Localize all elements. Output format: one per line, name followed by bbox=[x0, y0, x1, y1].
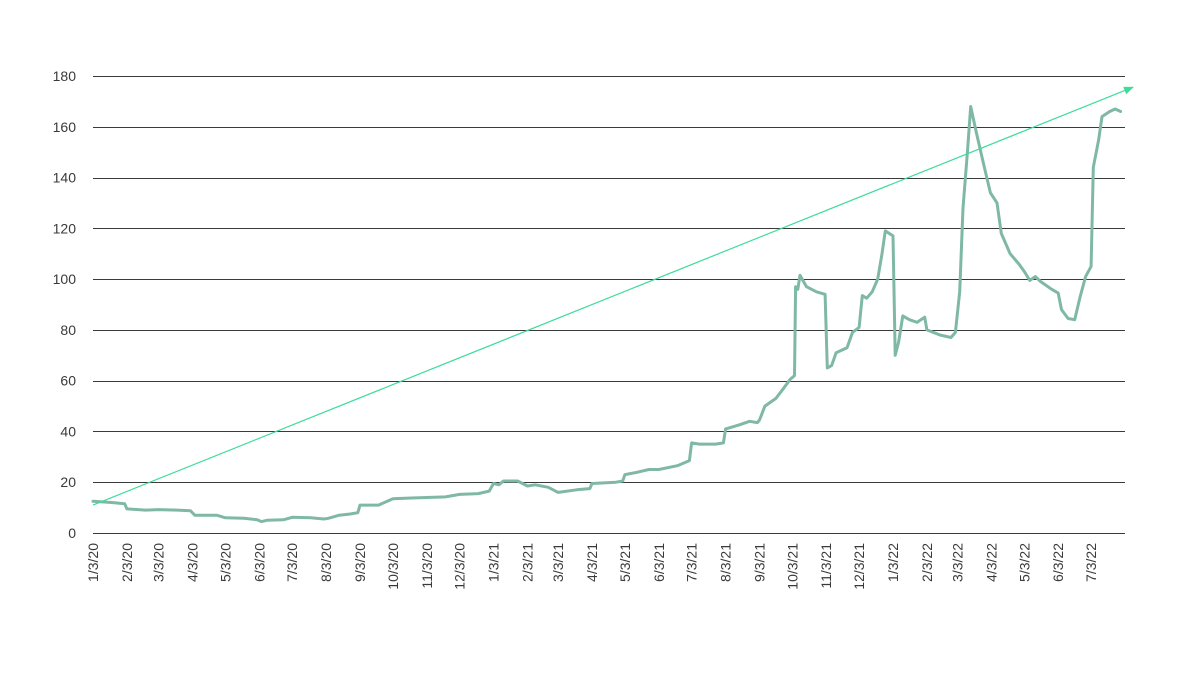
x-tick-label: 4/3/22 bbox=[983, 543, 999, 582]
y-tick-label: 20 bbox=[60, 474, 76, 490]
x-tick-label: 11/3/20 bbox=[419, 543, 435, 589]
y-tick-label: 40 bbox=[60, 423, 76, 439]
trendline bbox=[92, 86, 1134, 506]
x-axis-ticks: 1/3/20 2/3/20 3/3/20 4/3/20 5/3/20 6/3/20 7/3/… bbox=[85, 543, 1099, 590]
y-tick-label: 140 bbox=[53, 170, 77, 186]
x-tick-label: 2/3/22 bbox=[919, 543, 935, 582]
x-tick-label: 5/3/20 bbox=[217, 543, 233, 582]
x-tick-label: 9/3/20 bbox=[352, 543, 368, 582]
x-tick-label: 12/3/21 bbox=[851, 543, 867, 590]
x-tick-label: 8/3/20 bbox=[318, 543, 334, 582]
x-tick-label: 9/3/21 bbox=[751, 543, 767, 582]
y-tick-label: 120 bbox=[53, 220, 77, 236]
y-tick-label: 60 bbox=[60, 373, 76, 389]
x-tick-label: 6/3/20 bbox=[251, 543, 267, 582]
x-tick-label: 3/3/20 bbox=[151, 543, 167, 582]
x-tick-label: 12/3/20 bbox=[452, 543, 468, 590]
y-tick-label: 80 bbox=[60, 322, 76, 338]
series-line bbox=[91, 105, 1123, 524]
x-tick-label: 10/3/21 bbox=[784, 543, 800, 590]
x-tick-label: 5/3/22 bbox=[1016, 543, 1032, 582]
x-tick-label: 8/3/21 bbox=[718, 543, 734, 582]
x-tick-label: 6/3/21 bbox=[651, 543, 667, 582]
x-tick-label: 2/3/21 bbox=[519, 543, 535, 582]
x-tick-label: 6/3/22 bbox=[1050, 543, 1066, 582]
y-tick-label: 180 bbox=[53, 68, 77, 84]
gridlines bbox=[93, 76, 1125, 534]
x-tick-label: 10/3/20 bbox=[385, 543, 401, 590]
x-tick-label: 7/3/22 bbox=[1083, 543, 1099, 582]
x-tick-label: 4/3/21 bbox=[584, 543, 600, 582]
x-tick-label: 1/3/20 bbox=[85, 543, 101, 582]
x-tick-label: 2/3/20 bbox=[119, 543, 135, 582]
x-tick-label: 7/3/21 bbox=[684, 543, 700, 582]
x-tick-label: 11/3/21 bbox=[818, 543, 834, 589]
y-tick-label: 160 bbox=[53, 119, 77, 135]
x-tick-label: 7/3/20 bbox=[284, 543, 300, 582]
x-tick-label: 3/3/22 bbox=[950, 543, 966, 582]
series-group bbox=[91, 105, 1123, 524]
y-tick-label: 100 bbox=[53, 271, 77, 287]
x-tick-label: 4/3/20 bbox=[185, 543, 201, 582]
y-tick-label: 0 bbox=[68, 525, 76, 541]
x-tick-label: 5/3/21 bbox=[617, 543, 633, 582]
y-axis-ticks: 0 20 40 60 80 100 120 140 160 180 bbox=[53, 68, 77, 541]
x-tick-label: 3/3/21 bbox=[550, 543, 566, 582]
x-tick-label: 1/3/22 bbox=[885, 543, 901, 582]
x-tick-label: 1/3/21 bbox=[486, 543, 502, 582]
trendline-group bbox=[92, 86, 1134, 506]
